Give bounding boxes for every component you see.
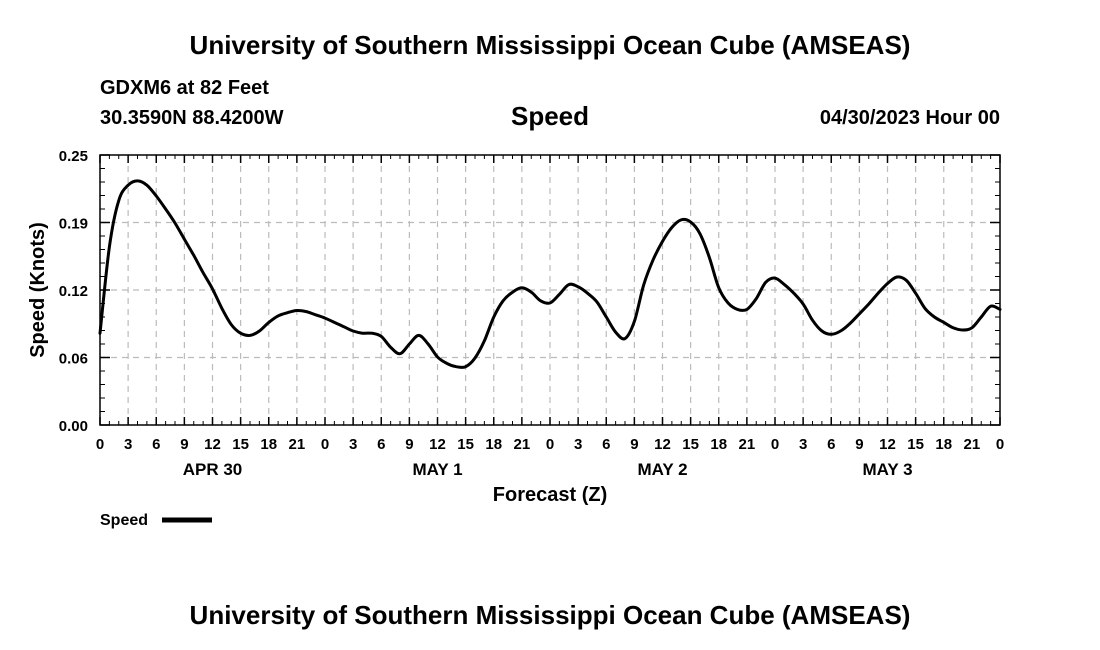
x-tick-label: 0	[96, 436, 104, 453]
x-tick-label: 0	[771, 436, 779, 453]
y-tick-label: 0.00	[59, 418, 88, 435]
chart-title: Speed	[510, 101, 590, 131]
x-tick-label: 3	[349, 436, 357, 453]
x-tick-label: 3	[124, 436, 132, 453]
x-tick-label: 15	[907, 436, 924, 453]
ticks	[99, 154, 1001, 426]
y-axis-label: Speed (Knots)	[27, 222, 49, 358]
x-tick-label: 6	[827, 436, 835, 453]
legend: Speed	[100, 512, 212, 529]
x-tick-label: 21	[514, 436, 531, 453]
x-tick-label: 12	[429, 436, 446, 453]
x-tick-label: 21	[289, 436, 306, 453]
x-tick-label: 9	[405, 436, 413, 453]
x-tick-label: 12	[204, 436, 221, 453]
x-tick-label: 6	[602, 436, 610, 453]
speed-chart: 0 3 6 9 12 15 18 21 0 3 6 9 12 15 18 21 0 3 6 9 12 15 18 21 0 3 6 9…	[27, 148, 1004, 529]
x-tick-label: 18	[260, 436, 277, 453]
x-tick-label: 18	[485, 436, 502, 453]
x-tick-label: 0	[996, 436, 1004, 453]
x-tick-label: 15	[682, 436, 699, 453]
x-tick-label: 15	[232, 436, 249, 453]
footer-title: University of Southern Mississippi Ocean…	[189, 600, 911, 630]
grid	[100, 155, 1000, 425]
tick-labels: 0 3 6 9 12 15 18 21 0 3 6 9 12 15 18 21 0 3 6 9 12 15 18 21 0 3 6 9…	[59, 148, 1004, 479]
page-title: University of Southern Mississippi Ocean…	[189, 30, 911, 60]
date-label: MAY 2	[637, 460, 687, 479]
x-tick-label: 6	[152, 436, 160, 453]
x-tick-label: 0	[546, 436, 554, 453]
x-tick-label: 6	[377, 436, 385, 453]
station-label: GDXM6 at 82 Feet	[100, 77, 269, 99]
y-tick-label: 0.25	[59, 148, 88, 165]
x-tick-label: 9	[855, 436, 863, 453]
x-tick-label: 9	[630, 436, 638, 453]
x-tick-label: 3	[574, 436, 582, 453]
x-tick-label: 18	[710, 436, 727, 453]
coordinates-label: 30.3590N 88.4200W	[100, 107, 284, 129]
x-axis-label: Forecast (Z)	[493, 484, 607, 506]
y-tick-label: 0.12	[59, 283, 88, 300]
x-tick-label: 9	[180, 436, 188, 453]
date-label: MAY 3	[862, 460, 912, 479]
y-tick-label: 0.06	[59, 351, 88, 368]
x-tick-label: 0	[321, 436, 329, 453]
x-tick-label: 12	[879, 436, 896, 453]
x-tick-label: 15	[457, 436, 474, 453]
x-tick-label: 18	[935, 436, 952, 453]
forecast-datetime: 04/30/2023 Hour 00	[819, 107, 1000, 129]
x-tick-label: 3	[799, 436, 807, 453]
y-tick-label: 0.19	[59, 216, 88, 233]
x-tick-label: 12	[654, 436, 671, 453]
legend-label: Speed	[100, 512, 148, 529]
x-tick-label: 21	[739, 436, 756, 453]
speed-series-line	[98, 179, 1002, 369]
date-label: MAY 1	[412, 460, 462, 479]
x-tick-label: 21	[964, 436, 981, 453]
date-label: APR 30	[183, 460, 243, 479]
